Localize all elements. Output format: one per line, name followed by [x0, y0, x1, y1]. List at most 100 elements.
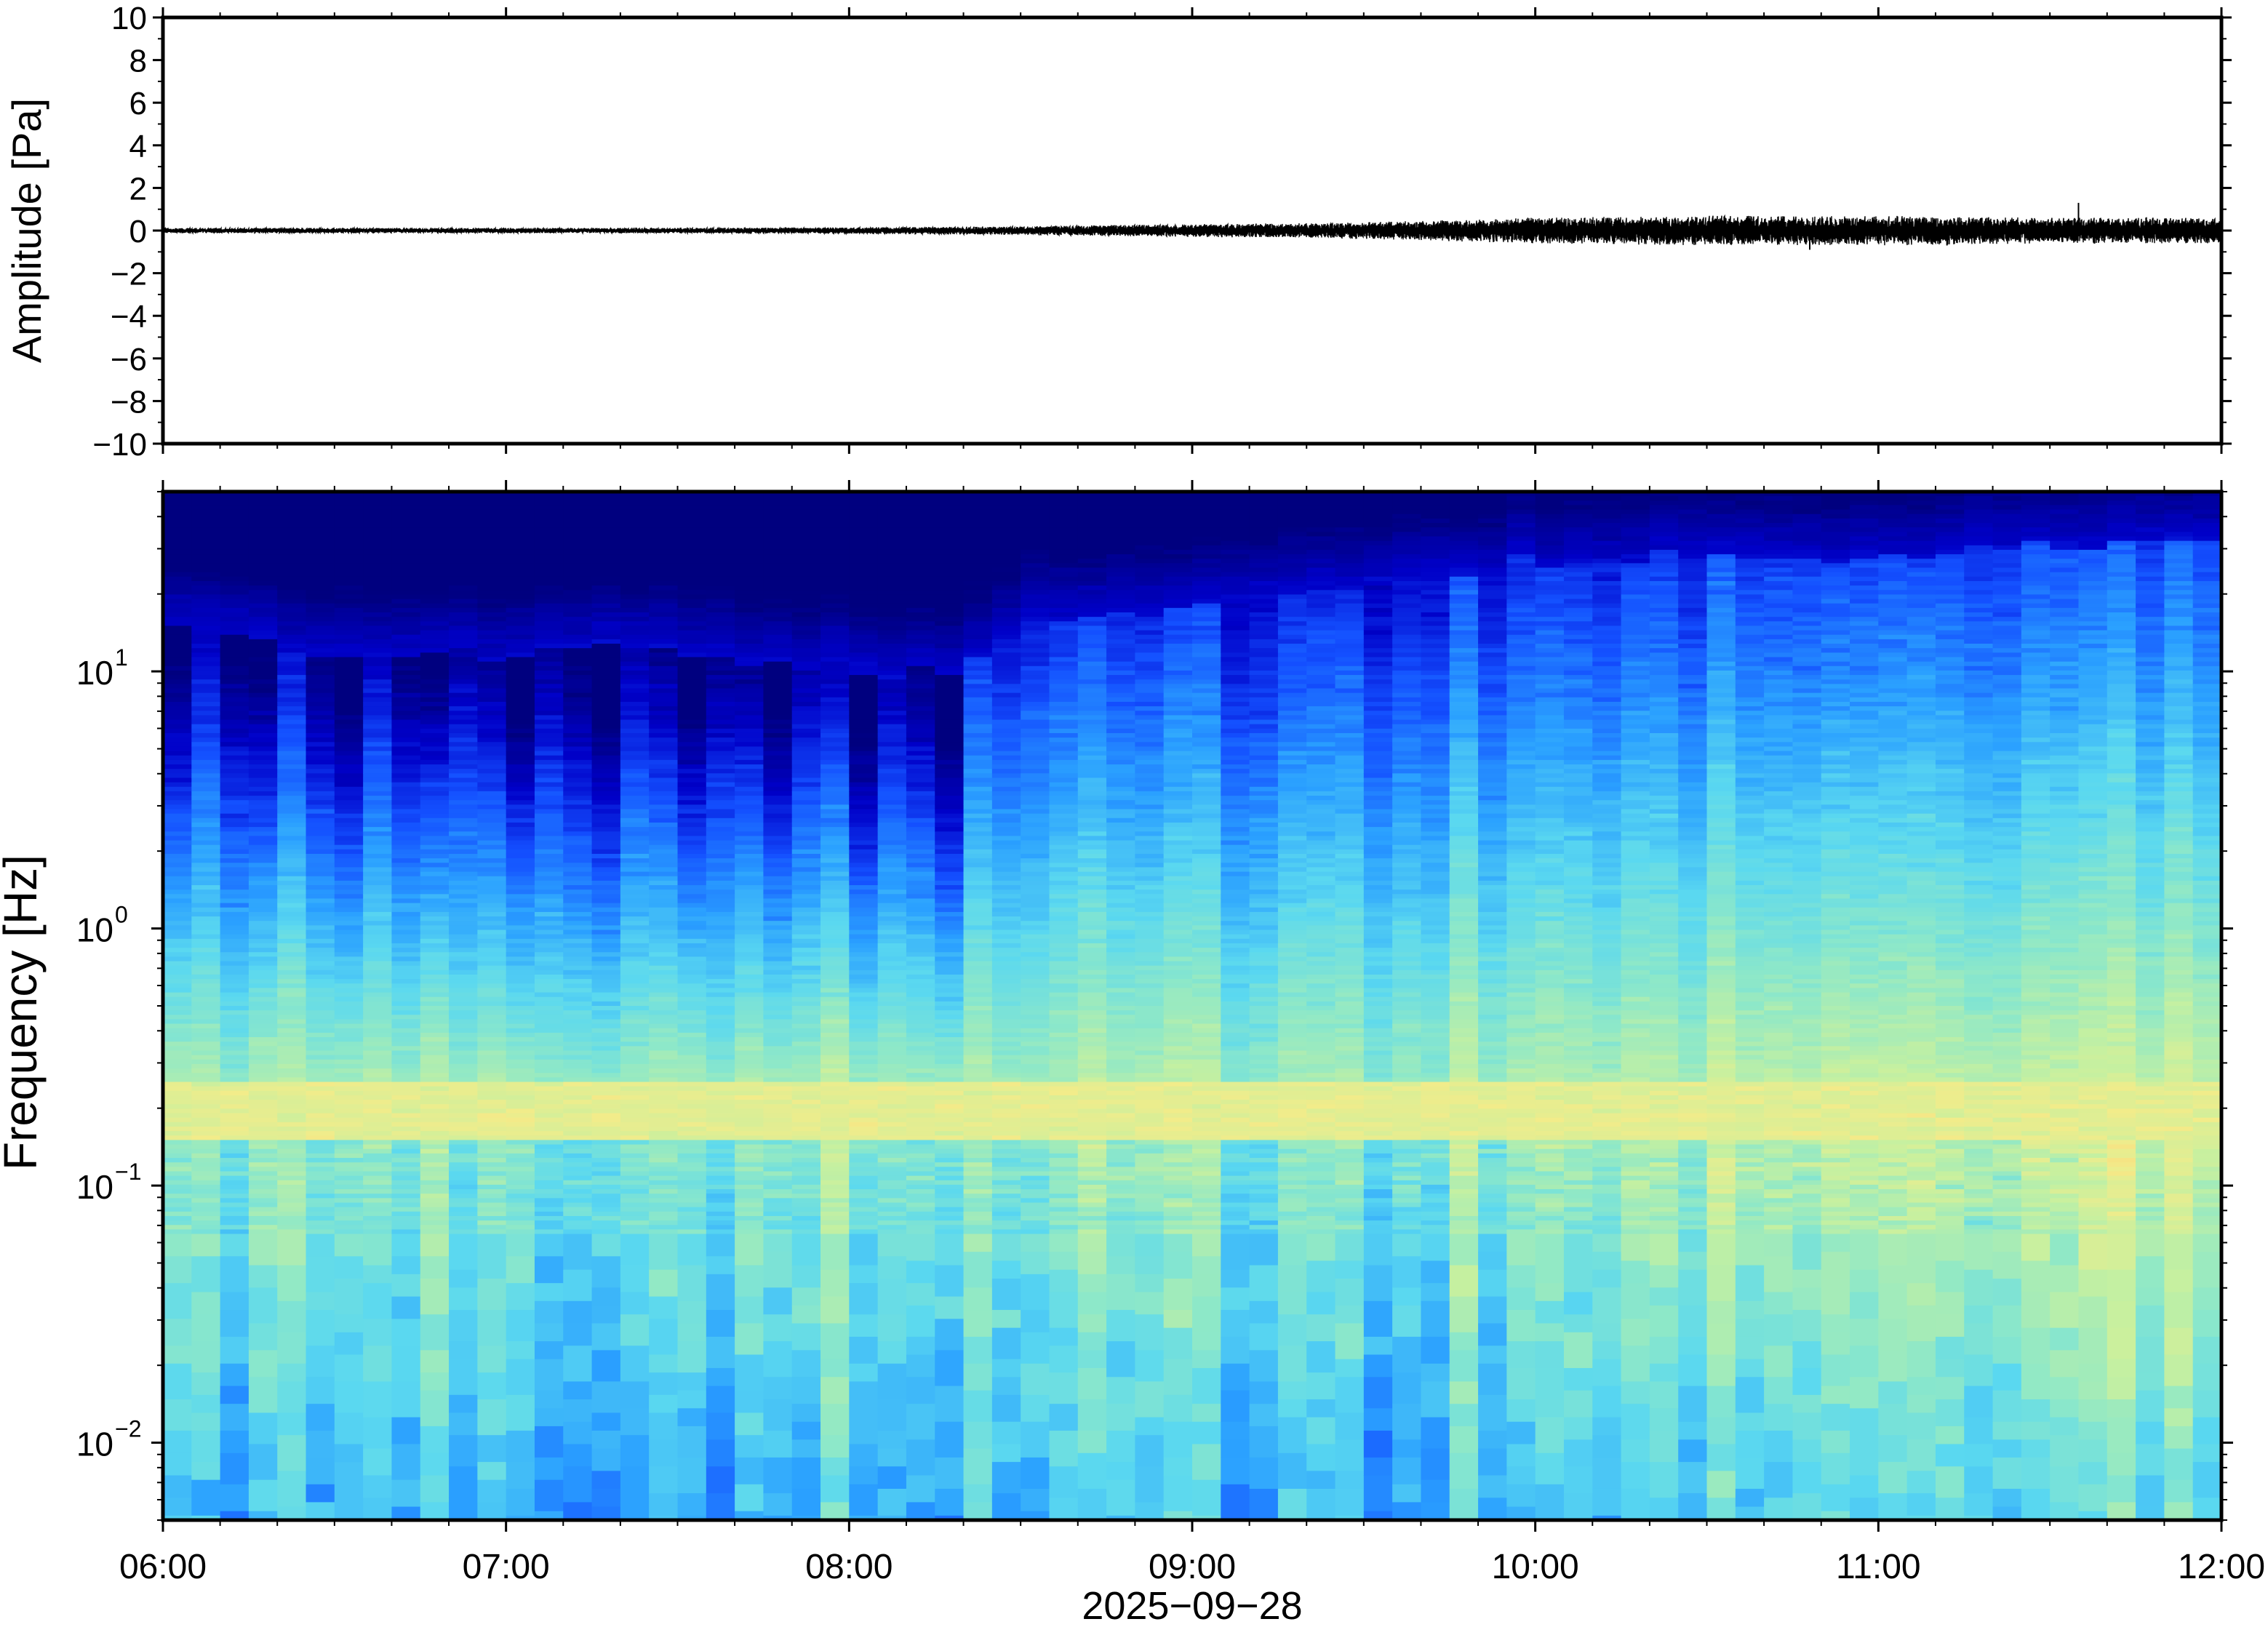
spectrogram-cell	[506, 751, 535, 756]
spectrogram-cell	[391, 908, 420, 913]
spectrogram-cell	[792, 657, 821, 662]
spectrogram-cell	[649, 706, 678, 711]
spectrogram-cell	[849, 612, 878, 617]
spectrogram-cell	[335, 997, 364, 1002]
spectrogram-cell	[563, 1207, 592, 1212]
spectrogram-cell	[420, 1194, 450, 1199]
spectrogram-cell	[335, 689, 364, 694]
spectrogram-cell	[306, 541, 335, 546]
spectrogram-cell	[335, 1489, 364, 1521]
spectrogram-cell	[935, 581, 964, 586]
spectrogram-cell	[735, 1100, 764, 1105]
spectrogram-cell	[477, 1082, 506, 1087]
spectrogram-cell	[391, 863, 420, 868]
spectrogram-cell	[820, 783, 850, 788]
spectrogram-cell	[620, 1064, 650, 1069]
spectrogram-cell	[335, 1108, 364, 1114]
spectrogram-cell	[249, 1140, 278, 1145]
spectrogram-cell	[849, 1198, 878, 1203]
spectrogram-cell	[163, 800, 192, 805]
spectrogram-cell	[792, 1189, 821, 1194]
spectrogram-cell	[935, 720, 964, 725]
spectrogram-cell	[249, 554, 278, 559]
spectrogram-cell	[878, 1364, 907, 1400]
spectrogram-cell	[391, 505, 420, 510]
spectrogram-cell	[420, 545, 450, 551]
spectrogram-cell	[649, 791, 678, 796]
spectrogram-cell	[820, 510, 850, 515]
spectrogram-cell	[163, 662, 192, 667]
spectrogram-cell	[706, 885, 735, 890]
spectrogram-cell	[306, 751, 335, 756]
spectrogram-cell	[335, 1149, 364, 1154]
spectrogram-cell	[763, 1028, 792, 1034]
spectrogram-cell	[363, 1010, 392, 1015]
spectrogram-cell	[306, 1104, 335, 1109]
spectrogram-cell	[163, 1364, 192, 1400]
spectrogram-cell	[220, 1431, 249, 1453]
spectrogram-cell	[678, 948, 707, 953]
spectrogram-cell	[563, 925, 592, 930]
spectrogram-cell	[678, 733, 707, 738]
spectrogram-cell	[363, 1176, 392, 1181]
spectrogram-cell	[649, 1171, 678, 1176]
spectrogram-cell	[191, 706, 220, 711]
spectrogram-cell	[906, 943, 935, 948]
spectrogram-cell	[735, 720, 764, 725]
spectrogram-cell	[391, 796, 420, 801]
spectrogram-cell	[792, 1060, 821, 1065]
spectrogram-cell	[391, 1095, 420, 1100]
spectrogram-cell	[735, 1225, 764, 1230]
spectrogram-cell	[592, 854, 621, 859]
spectrogram-cell	[792, 577, 821, 582]
spectrogram-cell	[906, 675, 935, 680]
spectrogram-cell	[820, 599, 850, 604]
spectrogram-cell	[592, 1154, 621, 1159]
spectrogram-cell	[191, 863, 220, 868]
spectrogram-cell	[792, 809, 821, 815]
spectrogram-cell	[391, 800, 420, 805]
spectrogram-cell	[277, 652, 306, 657]
spectrogram-cell	[335, 1073, 364, 1078]
spectrogram-cell	[878, 536, 907, 541]
spectrogram-cell	[678, 863, 707, 868]
spectrogram-cell	[849, 751, 878, 756]
spectrogram-cell	[935, 577, 964, 582]
spectrogram-cell	[420, 496, 450, 501]
spectrogram-cell	[706, 1466, 735, 1493]
spectrogram-cell	[706, 746, 735, 751]
spectrogram-cell	[535, 1158, 564, 1163]
spectrogram-cell	[391, 1010, 420, 1015]
spectrogram-cell	[420, 1114, 450, 1119]
spectrogram-cell	[620, 1037, 650, 1042]
spectrogram-cell	[649, 621, 678, 626]
spectrogram-cell	[449, 1229, 478, 1234]
spectrogram-cell	[678, 550, 707, 555]
spectrogram-cell	[763, 1140, 792, 1145]
spectrogram-cell	[849, 939, 878, 944]
spectrogram-cell	[649, 1091, 678, 1096]
spectrogram-cell	[792, 1064, 821, 1069]
spectrogram-cell	[849, 1046, 878, 1051]
spectrogram-cell	[163, 1171, 192, 1176]
spectrogram-cell	[391, 1127, 420, 1132]
spectrogram-cell	[620, 612, 650, 617]
spectrogram-cell	[706, 975, 735, 980]
spectrogram-cell	[563, 962, 592, 967]
spectrogram-cell	[391, 1444, 420, 1480]
spectrogram-cell	[249, 706, 278, 711]
spectrogram-cell	[420, 912, 450, 917]
spectrogram-cell	[420, 724, 450, 729]
spectrogram-cell	[906, 791, 935, 796]
spectrogram-cell	[477, 689, 506, 694]
spectrogram-cell	[792, 916, 821, 922]
spectrogram-cell	[649, 988, 678, 993]
spectrogram-cell	[563, 966, 592, 971]
spectrogram-cell	[249, 814, 278, 819]
spectrogram-cell	[906, 939, 935, 944]
spectrogram-cell	[306, 1077, 335, 1082]
spectrogram-cell	[906, 966, 935, 971]
spectrogram-cell	[191, 1050, 220, 1055]
spectrogram-cell	[191, 684, 220, 689]
spectrogram-cell	[449, 930, 478, 935]
